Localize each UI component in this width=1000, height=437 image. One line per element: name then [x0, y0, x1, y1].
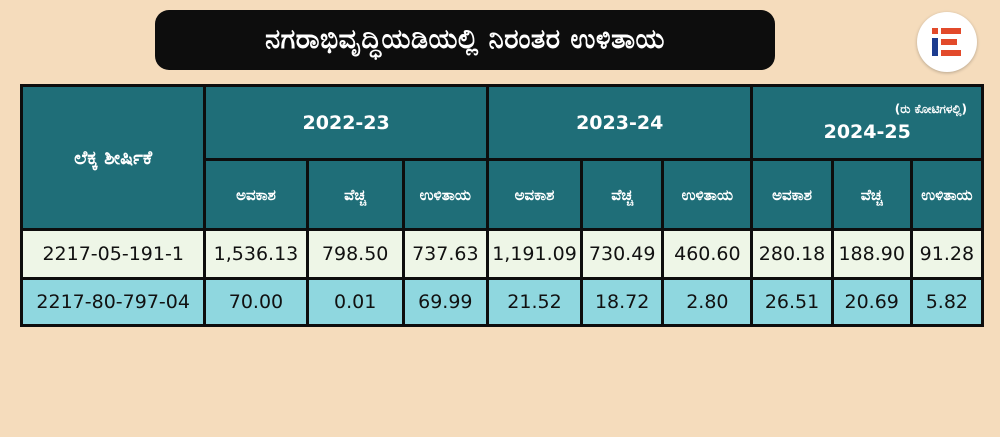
year-label: 2024-25	[823, 121, 911, 143]
table-cell: 20.69	[830, 277, 913, 327]
table-cell: 2.80	[661, 277, 754, 327]
sub-header-allocation: ಅವಕಾಶ	[750, 158, 834, 231]
table-cell: 1,191.09	[485, 228, 584, 280]
row-head: 2217-80-797-04	[19, 277, 207, 327]
table-cell: 26.51	[750, 277, 834, 327]
table-cell: 91.28	[909, 228, 985, 280]
table-row: 2217-80-797-04 70.00 0.01 69.99 21.52 18…	[19, 277, 985, 327]
sub-header-expenditure: ವೆಚ್ಚ	[830, 158, 913, 231]
table-cell: 69.99	[401, 277, 489, 327]
table-cell: 798.50	[305, 228, 405, 280]
sub-header-savings: ಉಳಿತಾಯ	[661, 158, 754, 231]
table-cell: 737.63	[401, 228, 489, 280]
table-cell: 460.60	[661, 228, 754, 280]
sub-header-expenditure: ವೆಚ್ಚ	[305, 158, 405, 231]
table-cell: 18.72	[580, 277, 665, 327]
year-header-2024-25: (ರು ಕೋಟಿಗಳಲ್ಲಿ) 2024-25	[750, 84, 984, 161]
sub-header-allocation: ಅವಕಾಶ	[203, 158, 309, 231]
year-header-2023-24: 2023-24	[485, 84, 754, 161]
table-cell: 188.90	[830, 228, 913, 280]
sub-header-allocation: ಅವಕಾಶ	[485, 158, 584, 231]
table-cell: 5.82	[909, 277, 985, 327]
savings-table: ಲೆಕ್ಕ ಶೀರ್ಷಿಕೆ 2022-23 2023-24 (ರು ಕೋಟಿಗ…	[19, 84, 985, 327]
sub-header-savings: ಉಳಿತಾಯ	[909, 158, 985, 231]
table-row: 2217-05-191-1 1,536.13 798.50 737.63 1,1…	[19, 228, 985, 280]
table-cell: 730.49	[580, 228, 665, 280]
row-header-label: ಲೆಕ್ಕ ಶೀರ್ಷಿಕೆ	[19, 84, 207, 231]
brand-logo	[917, 12, 977, 72]
table-cell: 280.18	[750, 228, 834, 280]
sub-header-expenditure: ವೆಚ್ಚ	[580, 158, 665, 231]
sub-header-savings: ಉಳಿತಾಯ	[401, 158, 489, 231]
table-cell: 0.01	[305, 277, 405, 327]
page-title: ನಗರಾಭಿವೃದ್ಧಿಯಡಿಯಲ್ಲಿ ನಿರಂತರ ಉಳಿತಾಯ	[155, 10, 775, 70]
brand-logo-icon	[932, 28, 961, 56]
unit-note: (ರು ಕೋಟಿಗಳಲ್ಲಿ)	[894, 102, 967, 116]
table-cell: 70.00	[203, 277, 309, 327]
row-head: 2217-05-191-1	[19, 228, 207, 280]
table-cell: 21.52	[485, 277, 584, 327]
table-cell: 1,536.13	[203, 228, 309, 280]
year-header-2022-23: 2022-23	[203, 84, 489, 161]
